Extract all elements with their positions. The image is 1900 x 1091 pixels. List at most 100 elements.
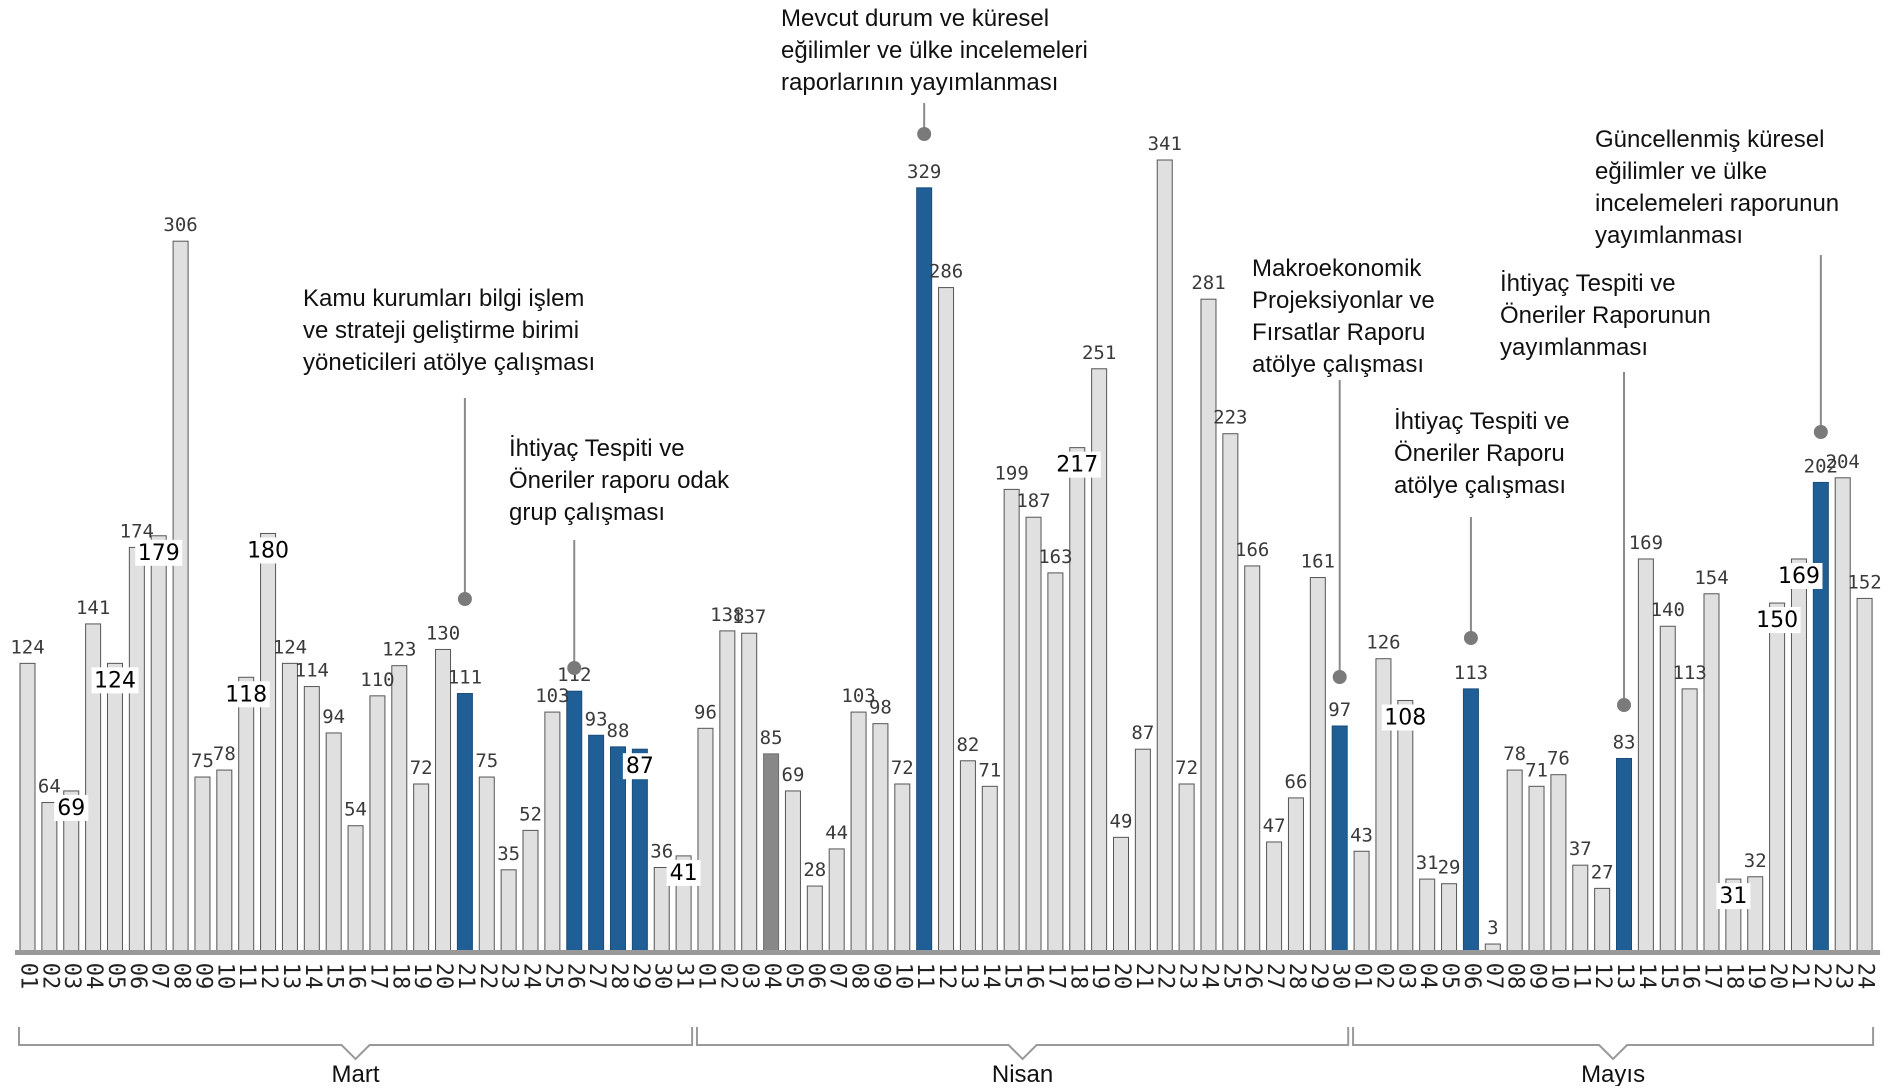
value-label: 69 xyxy=(782,764,805,786)
bar xyxy=(1572,864,1589,952)
tick-labels-group: 0102030405060708091011121314151617181920… xyxy=(16,963,1878,990)
bar xyxy=(128,546,145,952)
day-tick-label: 15 xyxy=(1000,963,1025,990)
value-label-bg xyxy=(666,859,701,886)
value-label: 154 xyxy=(1694,567,1728,589)
value-label: 82 xyxy=(956,734,979,756)
day-tick-label: 14 xyxy=(978,963,1003,990)
bar xyxy=(1178,783,1195,952)
bar xyxy=(938,287,955,952)
day-tick-label: 01 xyxy=(1350,963,1375,990)
day-tick-label: 16 xyxy=(1678,963,1703,990)
value-label: 114 xyxy=(295,660,329,682)
bar xyxy=(1484,943,1501,952)
bar xyxy=(325,732,342,952)
value-label: 118 xyxy=(225,682,267,707)
value-label: 174 xyxy=(120,520,154,542)
bar xyxy=(1287,797,1304,952)
day-tick-label: 04 xyxy=(81,963,106,990)
bar xyxy=(1856,597,1873,952)
value-label: 71 xyxy=(978,759,1001,781)
day-tick-label: 11 xyxy=(912,963,937,990)
bar xyxy=(719,630,736,952)
value-label: 52 xyxy=(519,803,542,825)
day-tick-label: 19 xyxy=(409,963,434,990)
month-bracket xyxy=(18,1027,694,1061)
value-label: 3 xyxy=(1487,917,1498,939)
value-label: 150 xyxy=(1756,608,1798,633)
day-tick-label: 29 xyxy=(628,963,653,990)
bar xyxy=(828,848,845,952)
annotation-marker-dot xyxy=(1463,631,1478,645)
day-tick-label: 26 xyxy=(1240,963,1265,990)
day-tick-label: 21 xyxy=(1787,963,1812,990)
day-tick-label: 11 xyxy=(1568,963,1593,990)
annotation-marker-dot xyxy=(457,592,472,606)
bar xyxy=(566,690,583,952)
bar xyxy=(1069,447,1086,952)
day-tick-label: 07 xyxy=(1481,963,1506,990)
day-tick-label: 05 xyxy=(1437,963,1462,990)
annotation-text-line: yöneticileri atölye çalışması xyxy=(303,349,595,376)
value-label-bg xyxy=(622,753,657,780)
day-tick-label: 14 xyxy=(300,963,325,990)
bar xyxy=(1441,883,1458,952)
day-tick-label: 21 xyxy=(453,963,478,990)
value-label: 37 xyxy=(1569,838,1592,860)
value-label: 161 xyxy=(1301,551,1335,573)
value-label: 130 xyxy=(426,622,460,644)
value-label: 31 xyxy=(1719,884,1747,909)
bar xyxy=(1462,688,1479,952)
day-tick-label: 29 xyxy=(1306,963,1331,990)
annotation-text-line: incelemeleri raporunun xyxy=(1595,190,1839,217)
bar xyxy=(1113,836,1129,952)
value-label: 72 xyxy=(410,757,433,779)
bar xyxy=(1375,658,1392,952)
day-tick-label: 13 xyxy=(1612,963,1637,990)
day-tick-label: 08 xyxy=(169,963,194,990)
value-label: 217 xyxy=(1056,453,1098,478)
bar xyxy=(1244,565,1261,952)
value-label: 124 xyxy=(94,668,136,693)
value-label: 44 xyxy=(825,822,848,844)
day-tick-label: 09 xyxy=(868,963,893,990)
value-label: 72 xyxy=(891,757,914,779)
annotations-group: Kamu kurumları bilgi işlem ve strateji ge… xyxy=(303,5,1839,712)
value-label: 281 xyxy=(1191,272,1225,294)
value-label: 137 xyxy=(732,606,766,628)
value-label: 32 xyxy=(1744,850,1767,872)
value-labels-group: 1246469141124174179306757811818012411494… xyxy=(10,133,1881,939)
value-label: 199 xyxy=(994,462,1028,484)
bar xyxy=(894,783,911,952)
value-label: 108 xyxy=(1384,705,1426,730)
value-label: 124 xyxy=(273,636,307,658)
day-tick-label: 22 xyxy=(475,963,500,990)
bar xyxy=(238,676,255,952)
day-tick-label: 03 xyxy=(1393,963,1418,990)
value-label-bg xyxy=(135,539,183,566)
annotation-text-line: Fırsatlar Raporu xyxy=(1252,319,1425,346)
bar xyxy=(1594,887,1611,952)
day-tick-label: 22 xyxy=(1809,963,1834,990)
value-label: 72 xyxy=(1175,757,1198,779)
value-label: 97 xyxy=(1328,699,1351,721)
annotation-marker-dot xyxy=(1813,425,1828,439)
day-tick-label: 07 xyxy=(825,963,850,990)
bar xyxy=(347,825,364,952)
bar xyxy=(150,535,167,952)
day-tick-label: 01 xyxy=(693,963,718,990)
value-label: 71 xyxy=(1525,759,1548,781)
value-label: 27 xyxy=(1591,861,1614,883)
day-tick-label: 17 xyxy=(1043,963,1068,990)
day-tick-label: 19 xyxy=(1087,963,1112,990)
day-tick-label: 23 xyxy=(497,963,522,990)
value-label: 141 xyxy=(76,597,110,619)
day-tick-label: 30 xyxy=(650,963,675,990)
bar xyxy=(1616,757,1633,952)
day-tick-label: 25 xyxy=(540,963,565,990)
bar xyxy=(281,662,298,952)
annotation-text-line: atölye çalışması xyxy=(1394,472,1566,499)
day-tick-label: 27 xyxy=(1262,963,1287,990)
day-tick-label: 12 xyxy=(256,963,281,990)
bar xyxy=(631,748,648,952)
